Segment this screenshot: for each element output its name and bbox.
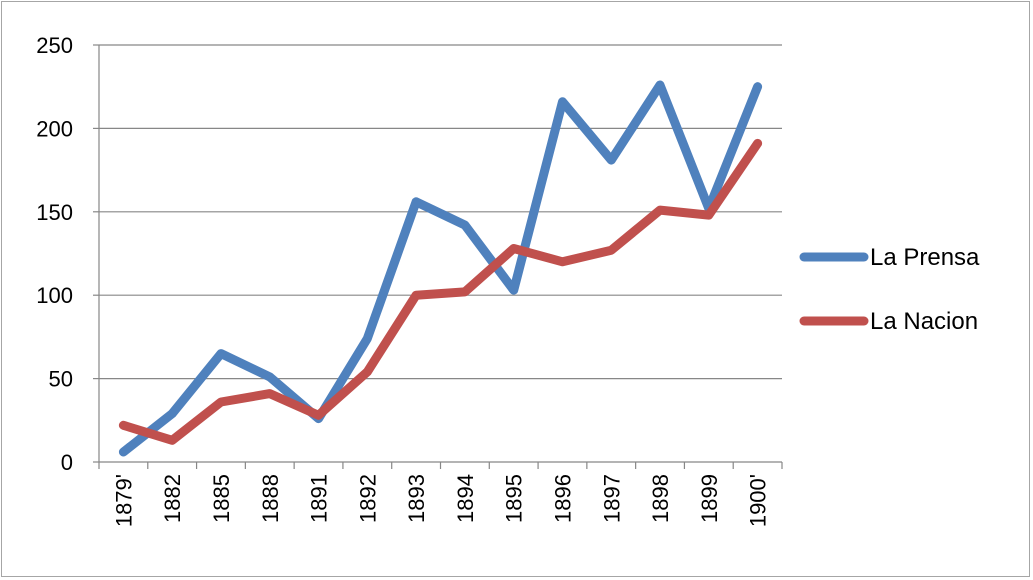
series-lines [118,80,763,457]
legend-entry-la-prensa: La Prensa [799,244,980,271]
y-tick-label: 200 [36,116,73,141]
x-tick-label: 1900' [746,474,771,527]
x-tick-label: 1892 [355,474,380,523]
y-tick-label: 150 [36,200,73,225]
x-tick-label: 1897 [599,474,624,523]
x-tick-label: 1888 [258,474,283,523]
x-tick-label: 1891 [307,474,332,523]
legend-label-la-nacion: La Nacion [870,308,978,335]
y-tick-label: 100 [36,283,73,308]
x-tick-label: 1879' [111,474,136,527]
legend-entry-la-nacion: La Nacion [799,308,978,335]
series-line-la-nacion [118,138,763,445]
y-tick-label: 250 [36,33,73,58]
y-axis-ticks: 0 50 100 150 200 250 [36,33,99,475]
series-line-la-prensa [118,80,763,457]
y-tick-label: 0 [61,450,73,475]
x-tick-label: 1893 [404,474,429,523]
x-tick-label: 1882 [160,474,185,523]
x-tick-label: 1896 [550,474,575,523]
axes [98,45,782,463]
x-axis-ticks: 1879' 1882 1885 1888 1891 1892 1893 1894 1895 189… [98,462,783,527]
x-tick-label: 1899 [697,474,722,523]
x-tick-label: 1885 [209,474,234,523]
x-tick-label: 1898 [648,474,673,523]
y-tick-label: 50 [49,367,73,392]
legend: La Prensa La Nacion [799,244,980,335]
legend-label-la-prensa: La Prensa [870,244,980,271]
x-tick-label: 1895 [502,474,527,523]
x-tick-label: 1894 [453,474,478,523]
